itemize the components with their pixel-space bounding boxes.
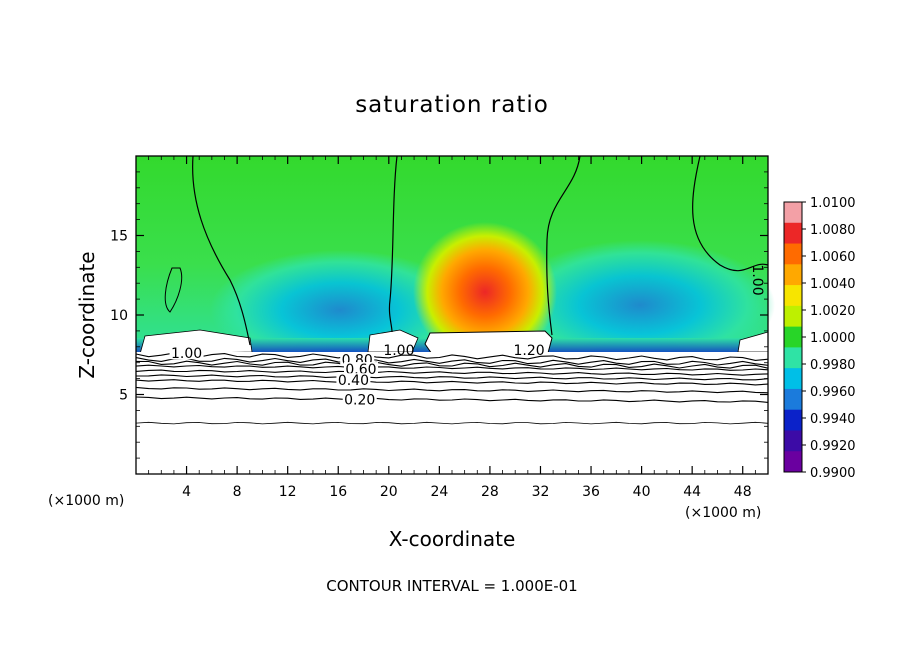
x-tick-label: 20: [380, 484, 398, 500]
y-axis: 5 10 15: [110, 171, 768, 459]
colorbar-segment: [784, 388, 802, 411]
x-tick-label: 12: [279, 484, 297, 500]
contour-line: [135, 396, 769, 403]
contour-line: [135, 357, 769, 366]
colorbar-segment: [784, 285, 802, 307]
contour-interval-note: CONTOUR INTERVAL = 1.000E-01: [326, 577, 577, 595]
x-tick-label: 24: [430, 484, 448, 500]
colorbar-tick-label: 0.9900: [810, 466, 856, 481]
contour-labels: 1.00 0.800.600.400.201.00 1.201.00: [169, 264, 765, 408]
colorbar-segment: [784, 409, 802, 431]
x-tick-label: 44: [683, 484, 701, 500]
colorbar-tick-label: 0.9940: [810, 412, 856, 427]
colorbar-segment: [784, 243, 802, 265]
x-axis: 4 8 12 16 20 24 28 32 36 40 44 48: [148, 156, 756, 500]
contour-label: 0.40: [338, 373, 369, 389]
x-tick-label: 40: [633, 484, 651, 500]
colorbar-segment: [784, 222, 802, 245]
contour-1-00-c: [546, 155, 581, 336]
contour-label-bg: [336, 373, 371, 387]
colorbar-tick-label: 0.9920: [810, 439, 856, 454]
x-tick-label: 8: [233, 484, 242, 500]
colorbar-segment: [784, 347, 802, 369]
saturated-region-left: [139, 329, 253, 355]
contour-lines: [135, 352, 769, 425]
contour-line: [135, 386, 769, 394]
x-tick-label: 32: [532, 484, 550, 500]
plot-area: [136, 155, 775, 474]
x-tick-label: 28: [481, 484, 499, 500]
colorbar-tick-label: 1.0100: [810, 196, 856, 211]
colorbar-tick-label: 0.9980: [810, 358, 856, 373]
colorbar-tick-label: 1.0060: [810, 250, 856, 265]
contour-label: 0.20: [344, 392, 375, 408]
lower-field: [136, 352, 768, 474]
colorbar-tick-label: 0.9960: [810, 385, 856, 400]
contour-label-bg: [343, 362, 378, 376]
x-tick-label: 16: [329, 484, 347, 500]
saturated-region-mid: [367, 329, 419, 353]
contour-label-bg: [169, 346, 204, 360]
x-tick-label: 4: [182, 484, 191, 500]
y-tick-label: 10: [110, 308, 128, 324]
contour-line: [135, 360, 769, 369]
colorbar-segment: [784, 305, 802, 328]
chart-title: saturation ratio: [355, 92, 549, 118]
colorbar-segment: [784, 430, 802, 452]
contour-label-bg: [342, 392, 377, 406]
contour-line: [135, 364, 769, 371]
contour-line: [135, 374, 769, 381]
x-unit-label: (×1000 m): [48, 493, 124, 509]
contour-line: [135, 352, 769, 361]
contour-1-00-a: [192, 155, 251, 346]
x-tick-label: 48: [734, 484, 752, 500]
y-tick-label: 5: [119, 388, 128, 404]
contour-line: [135, 369, 769, 376]
contour-label: 1.00: [749, 264, 765, 295]
contour-line: [135, 421, 769, 425]
contour-1-00-d: [692, 155, 769, 272]
colorbar-segment: [784, 264, 802, 286]
colorbar-tick-label: 1.0040: [810, 277, 856, 292]
x-tick-label: 36: [582, 484, 600, 500]
y-tick-label: 15: [110, 229, 128, 245]
contour-label: 1.00: [383, 343, 414, 359]
x-axis-label: X-coordinate: [389, 527, 516, 551]
contour-1-00-b: [388, 155, 398, 333]
colorbar-segment: [784, 326, 802, 348]
colorbar: 1.0100 1.0080 1.0060 1.0040 1.0020 1.0000 0.99…: [783, 196, 856, 481]
warm-plume: [413, 222, 557, 362]
colorbar-segment: [784, 451, 802, 473]
cool-plume-right: [505, 240, 775, 370]
colorbar-tick-label: 1.0000: [810, 331, 856, 346]
x-unit-label-right: (×1000 m): [685, 505, 761, 521]
contour-label: 1.00: [171, 346, 202, 362]
colorbar-tick-label: 1.0020: [810, 304, 856, 319]
contour-1-00-e: [164, 267, 183, 313]
colorbar-segment: [784, 368, 802, 390]
colorbar-tick-label: 1.0080: [810, 223, 856, 238]
contour-line: [135, 379, 769, 386]
contour-label: 1.20: [514, 343, 545, 359]
colorbar-segment: [784, 202, 802, 224]
y-axis-label: Z-coordinate: [75, 251, 99, 378]
